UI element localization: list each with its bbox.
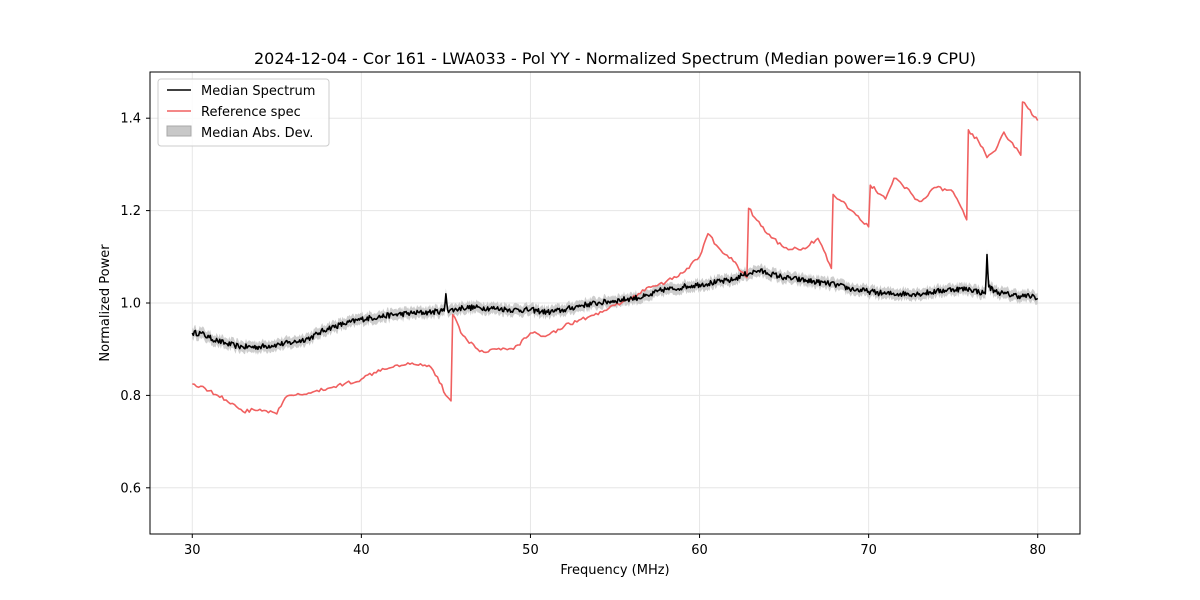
- legend-box: [157, 78, 330, 147]
- x-tick-label-5: 80: [1029, 543, 1046, 558]
- legend: Median Spectrum Reference spec Median Ab…: [157, 78, 330, 147]
- median-spectrum-line: [191, 253, 1039, 351]
- legend-swatch-median-abs-dev: [166, 125, 192, 137]
- grid: [150, 72, 1080, 534]
- x-tick-label-0: 30: [184, 543, 201, 558]
- y-tick-label-3: 1.2: [120, 204, 141, 219]
- legend-label-reference-spec: Reference spec: [201, 105, 301, 120]
- y-tick-label-2: 1.0: [120, 297, 141, 312]
- legend-label-median-spectrum: Median Spectrum: [201, 84, 315, 99]
- series-lines: [191, 101, 1039, 415]
- x-tick-label-2: 50: [522, 543, 539, 558]
- x-tick-label-3: 60: [691, 543, 708, 558]
- reference-spec-line: [192, 101, 1039, 415]
- x-tick-label-1: 40: [353, 543, 370, 558]
- legend-label-median-abs-dev: Median Abs. Dev.: [201, 126, 313, 141]
- y-axis-label: Normalized Power: [98, 244, 113, 362]
- x-tick-label-4: 70: [860, 543, 877, 558]
- x-axis-ticks: 30 40 50 60 70 80: [184, 534, 1046, 558]
- chart-title: 2024-12-04 - Cor 161 - LWA033 - Pol YY -…: [254, 49, 976, 68]
- y-tick-label-4: 1.4: [120, 112, 141, 127]
- y-tick-label-0: 0.6: [120, 481, 141, 496]
- y-tick-label-1: 0.8: [120, 389, 141, 404]
- y-axis-ticks: 0.6 0.8 1.0 1.2 1.4: [120, 112, 150, 496]
- x-axis-label: Frequency (MHz): [560, 563, 669, 578]
